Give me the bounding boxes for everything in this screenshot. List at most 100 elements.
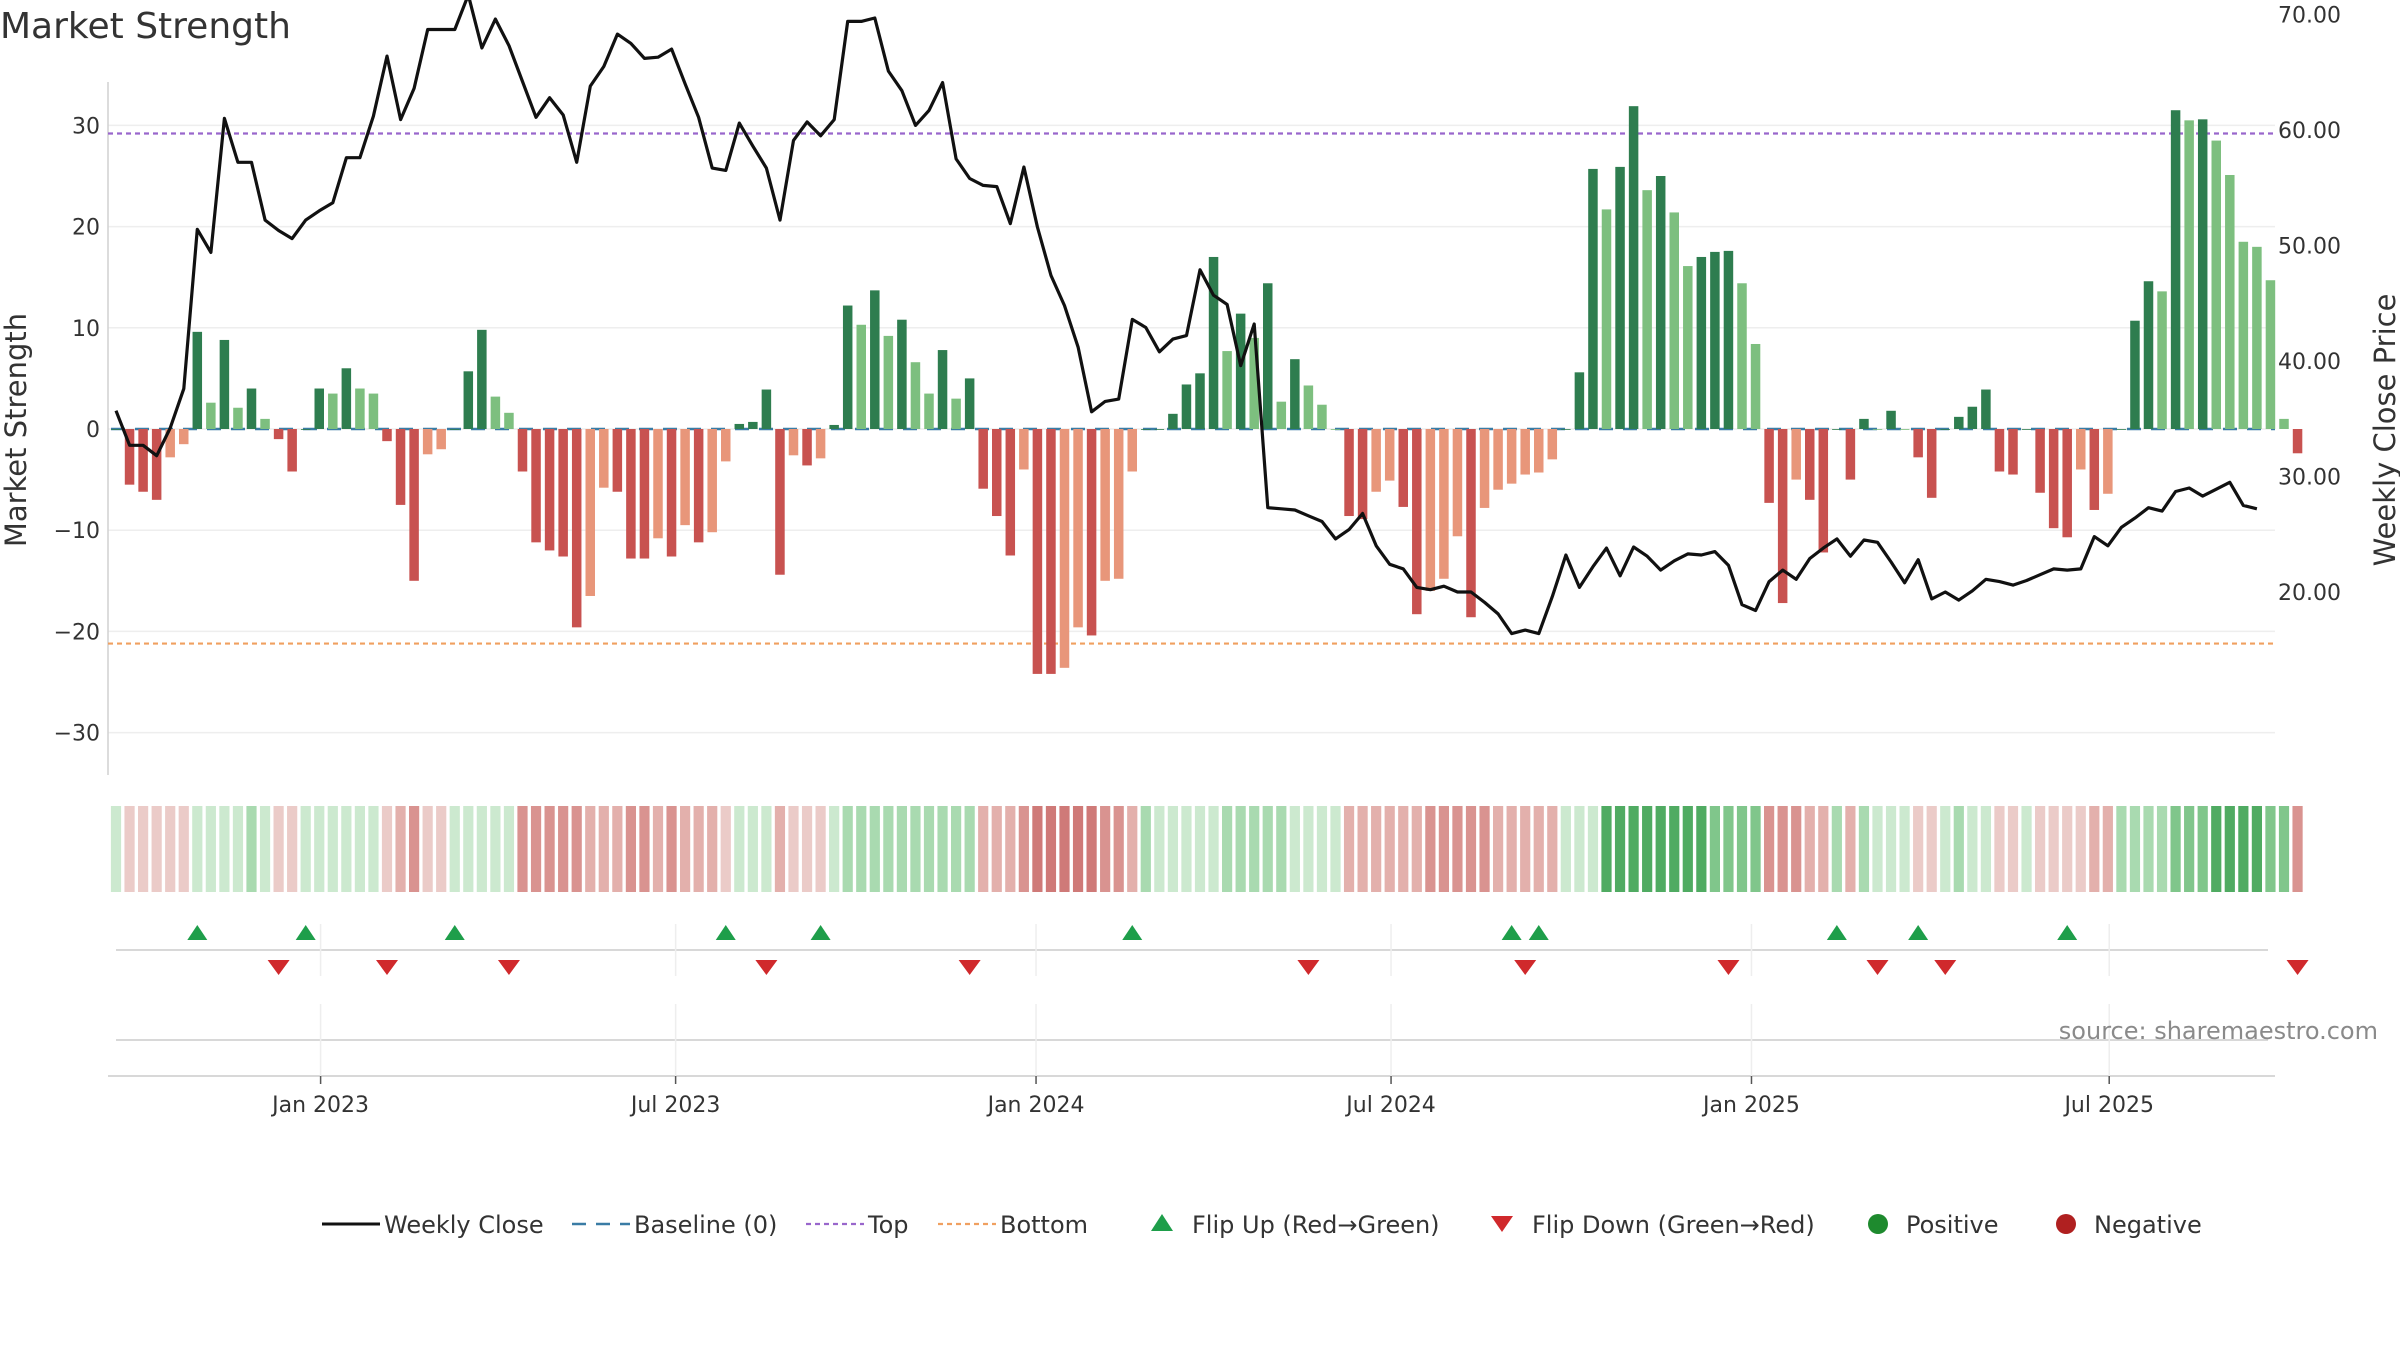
flip-up-marker bbox=[810, 925, 831, 940]
flip-up-marker bbox=[1501, 925, 1522, 940]
strength-bar bbox=[1872, 429, 1883, 430]
strength-bar bbox=[179, 429, 189, 445]
strength-bar bbox=[815, 429, 826, 459]
heat-cell bbox=[1303, 806, 1314, 892]
heat-cell bbox=[463, 806, 474, 892]
strength-bar bbox=[368, 393, 379, 429]
heat-cell bbox=[734, 806, 745, 892]
strength-bar bbox=[666, 429, 677, 557]
heat-cell bbox=[1100, 806, 1111, 892]
strength-bar bbox=[639, 429, 650, 559]
heat-cell bbox=[2129, 806, 2141, 892]
heat-cell bbox=[747, 806, 758, 892]
heat-cell bbox=[1709, 806, 1720, 892]
heat-cell bbox=[666, 806, 677, 892]
heat-cell bbox=[1587, 806, 1599, 892]
heat-cell bbox=[1479, 806, 1490, 892]
flip-up-marker bbox=[715, 925, 736, 940]
heat-cell bbox=[1086, 806, 1097, 892]
strength-bar bbox=[1750, 343, 1761, 429]
heat-cell bbox=[2075, 806, 2086, 892]
x-tick-label: Jul 2025 bbox=[2062, 1093, 2154, 1118]
heat-cell bbox=[2116, 806, 2127, 892]
strength-bar bbox=[951, 398, 961, 429]
strength-bar bbox=[1655, 176, 1666, 429]
strength-bar bbox=[2035, 429, 2045, 493]
heat-cell bbox=[1249, 806, 1260, 892]
heat-cell bbox=[652, 806, 664, 892]
heat-cell bbox=[1980, 806, 1991, 892]
strength-bar bbox=[924, 393, 934, 429]
heat-cell bbox=[1899, 806, 1910, 892]
strength-bar bbox=[1940, 429, 1950, 430]
strength-bar bbox=[2225, 174, 2235, 429]
strength-bar bbox=[544, 429, 555, 551]
heat-cell bbox=[2238, 806, 2249, 892]
heat-cell bbox=[1222, 806, 1233, 892]
heat-cell bbox=[1791, 806, 1802, 892]
strength-bar bbox=[734, 423, 745, 429]
heat-cell bbox=[1872, 806, 1883, 892]
strength-bar bbox=[1615, 166, 1625, 429]
strength-heat-panel bbox=[110, 806, 2303, 892]
heat-cell bbox=[2048, 806, 2059, 892]
heat-cell bbox=[1154, 806, 1165, 892]
strength-bar bbox=[273, 429, 284, 440]
heat-cell bbox=[314, 806, 325, 892]
strength-bar bbox=[585, 429, 595, 596]
strength-bar bbox=[1981, 389, 1991, 429]
strength-bar bbox=[1371, 429, 1381, 492]
heat-cell bbox=[951, 806, 962, 892]
strength-bar bbox=[2170, 110, 2181, 429]
strength-bar bbox=[436, 429, 446, 450]
heat-cell bbox=[1493, 806, 1504, 892]
strength-bar bbox=[1764, 429, 1774, 503]
flip-down-marker bbox=[376, 960, 398, 975]
heat-cell bbox=[937, 806, 948, 892]
strength-bar bbox=[1967, 406, 1978, 429]
heat-cell bbox=[219, 806, 230, 892]
strength-bar bbox=[1032, 429, 1043, 674]
heat-cell bbox=[124, 806, 135, 892]
flip-down-marker bbox=[1717, 960, 1740, 975]
heat-cell bbox=[598, 806, 609, 892]
heat-cell bbox=[2197, 806, 2208, 892]
strength-bar bbox=[856, 324, 866, 429]
heat-cell bbox=[1276, 806, 1287, 892]
strength-bar bbox=[1791, 429, 1801, 480]
heat-cell bbox=[2021, 806, 2032, 892]
heat-cell bbox=[978, 806, 989, 892]
heat-cell bbox=[1357, 806, 1368, 892]
strength-bar bbox=[2076, 429, 2086, 470]
strength-bar bbox=[1899, 429, 1910, 430]
flip-down-marker bbox=[1297, 960, 1320, 975]
strength-bar bbox=[978, 429, 988, 489]
heat-cell bbox=[1343, 806, 1355, 892]
heat-cell bbox=[1194, 806, 1206, 892]
heat-cell bbox=[2278, 806, 2290, 892]
flip-up-marker bbox=[1826, 925, 1847, 940]
strength-bar bbox=[1005, 429, 1016, 556]
heat-cell bbox=[680, 806, 691, 892]
flip-up-marker bbox=[1122, 925, 1143, 940]
strength-bar bbox=[612, 429, 623, 492]
heat-cell bbox=[2265, 806, 2276, 892]
flip-down-marker bbox=[755, 960, 778, 975]
strength-bar bbox=[1330, 429, 1341, 430]
heat-cell bbox=[1940, 806, 1951, 892]
flip-down-marker bbox=[497, 960, 520, 975]
heat-cell bbox=[815, 806, 826, 892]
flip-up-marker bbox=[187, 925, 208, 940]
flip-markers-panel bbox=[116, 925, 2309, 975]
strength-bar bbox=[260, 418, 270, 429]
strength-bar bbox=[1439, 429, 1449, 579]
heat-cell bbox=[693, 806, 704, 892]
heat-cell bbox=[1398, 806, 1409, 892]
heat-cell bbox=[287, 806, 298, 892]
heat-cell bbox=[842, 806, 853, 892]
strength-bar bbox=[1520, 429, 1530, 475]
heat-cell bbox=[409, 806, 420, 892]
right-axis-ticks: 70.00 60.00 50.00 40.00 30.00 20.00 bbox=[2278, 4, 2341, 607]
left-tick-label: −20 bbox=[54, 620, 100, 645]
